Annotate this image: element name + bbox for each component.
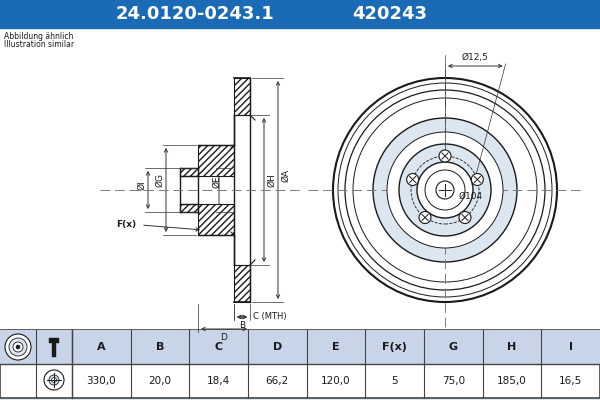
Text: ØI: ØI: [137, 180, 146, 190]
Text: 24.0120-0243.1: 24.0120-0243.1: [116, 5, 274, 23]
Circle shape: [399, 144, 491, 236]
Text: I: I: [569, 342, 572, 352]
Text: 20,0: 20,0: [149, 376, 172, 386]
Text: A: A: [97, 342, 106, 352]
Circle shape: [373, 118, 517, 262]
Text: Abbildung ähnlich: Abbildung ähnlich: [4, 32, 73, 41]
Text: 420243: 420243: [353, 5, 427, 23]
Text: Illustration similar: Illustration similar: [4, 40, 74, 49]
Text: G: G: [449, 342, 458, 352]
Circle shape: [407, 174, 419, 186]
Text: Ø104: Ø104: [459, 192, 483, 200]
Text: ØH: ØH: [267, 173, 276, 187]
Text: E: E: [332, 342, 340, 352]
Bar: [234, 78, 250, 115]
Text: 75,0: 75,0: [442, 376, 465, 386]
Bar: [198, 176, 234, 204]
Text: 330,0: 330,0: [86, 376, 116, 386]
Text: 18,4: 18,4: [207, 376, 230, 386]
Text: F(x): F(x): [382, 342, 407, 352]
Text: B: B: [239, 321, 245, 330]
Bar: [0, 0, 600, 28]
Bar: [0, 330, 600, 398]
Circle shape: [5, 334, 31, 360]
Text: 185,0: 185,0: [497, 376, 527, 386]
Circle shape: [417, 162, 473, 218]
Circle shape: [436, 181, 454, 199]
Circle shape: [49, 375, 59, 385]
Circle shape: [439, 150, 451, 162]
Bar: [234, 115, 250, 265]
Text: 5: 5: [391, 376, 398, 386]
Bar: [0, 330, 600, 364]
Circle shape: [13, 342, 23, 352]
Circle shape: [333, 78, 557, 302]
Text: H: H: [508, 342, 517, 352]
Circle shape: [459, 212, 471, 224]
Circle shape: [16, 345, 20, 349]
Bar: [0, 28, 600, 330]
Text: C (MTH): C (MTH): [253, 312, 287, 322]
Bar: [49, 338, 59, 343]
Bar: [52, 339, 56, 357]
Circle shape: [52, 378, 56, 382]
Circle shape: [419, 212, 431, 224]
Text: D: D: [273, 342, 282, 352]
Text: D: D: [221, 333, 227, 342]
Circle shape: [472, 174, 484, 186]
Text: ØG: ØG: [155, 173, 164, 187]
Bar: [234, 265, 250, 302]
Bar: [180, 204, 198, 212]
Text: 120,0: 120,0: [321, 376, 351, 386]
Text: 16,5: 16,5: [559, 376, 582, 386]
Text: Ø12,5: Ø12,5: [462, 53, 489, 62]
Circle shape: [44, 370, 64, 390]
Bar: [198, 145, 234, 176]
Bar: [180, 168, 198, 176]
Text: ØA: ØA: [281, 168, 290, 182]
Text: 66,2: 66,2: [266, 376, 289, 386]
Text: C: C: [215, 342, 223, 352]
Bar: [198, 204, 234, 235]
Text: ØE: ØE: [212, 176, 221, 188]
Text: B: B: [156, 342, 164, 352]
Circle shape: [9, 338, 27, 356]
Text: F(x): F(x): [116, 220, 136, 230]
Circle shape: [387, 132, 503, 248]
